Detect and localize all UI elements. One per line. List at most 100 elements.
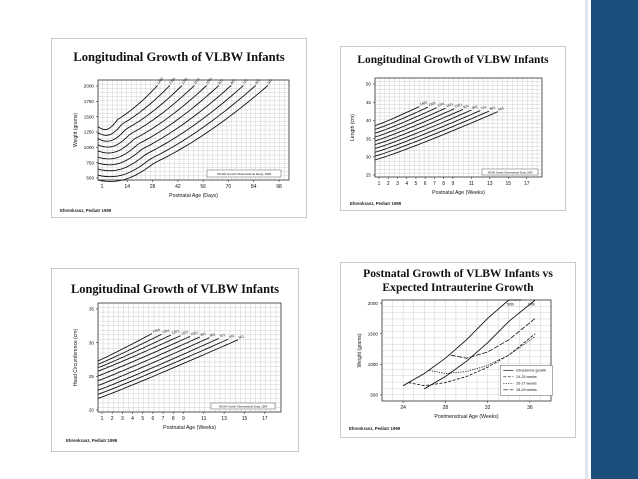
series-label: 601 [229, 334, 236, 339]
x-tick-label: 5 [415, 181, 418, 187]
series-label: 1101 [181, 330, 189, 336]
series-label: 1400 [152, 328, 160, 334]
x-tick-label: 28 [443, 405, 449, 411]
series-line [374, 110, 481, 153]
x-tick-label: 8 [172, 416, 175, 422]
x-tick-label: 4 [405, 181, 408, 187]
series-line [97, 339, 239, 399]
percentile-label: 10th [528, 303, 535, 307]
series-line [97, 85, 158, 130]
series-line [424, 299, 536, 390]
percentile-label: 50th [507, 303, 514, 307]
series-line [97, 85, 183, 142]
chart-plot: 1 14 28 42 56 70 84 98 500 750 1000 1250 1500 1750 200… [73, 77, 290, 199]
chart-title: Longitudinal Growth of VLBW Infants [71, 282, 279, 296]
series-label: 1101 [193, 77, 201, 85]
series-label: 501 [238, 334, 245, 339]
x-tick-label: 32 [485, 405, 491, 411]
series-line [97, 85, 232, 166]
series-label: 701 [242, 78, 249, 85]
x-tick-label: 5 [141, 416, 144, 422]
series-line [374, 109, 472, 149]
series-line [97, 334, 172, 369]
chart-source: Ehrenkranz, Pediatr 1999 [350, 201, 402, 206]
x-tick-label: 56 [200, 184, 206, 190]
chart-postnatal-vs-intrauterine: Postnatal Growth of VLBW Infants vs Expe… [340, 262, 576, 438]
chart-title-line-1: Postnatal Growth of VLBW Infants vs [363, 267, 553, 280]
series-label: 801 [472, 104, 479, 110]
x-axis-label: Postnatal Age (Days) [169, 193, 218, 199]
legend-box-text: NICHD Growth Observational Study, 1999 [219, 404, 268, 408]
series-line [408, 333, 536, 387]
x-tick-label: 9 [451, 181, 454, 187]
slide-accent-edge [585, 0, 588, 479]
slide-accent-bar [591, 0, 638, 479]
series-line [450, 318, 536, 359]
y-tick-label: 25 [89, 374, 95, 379]
legend-entry: 26-27 weeks [516, 381, 537, 385]
chart-source: Ehrenkranz, Pediatr 1999 [60, 208, 112, 213]
x-tick-label: 11 [469, 181, 474, 187]
x-tick-label: 9 [182, 416, 185, 422]
y-axis-label: Weight (grams) [73, 113, 79, 147]
series-line [97, 85, 171, 136]
series-label: 1400 [156, 77, 164, 85]
y-tick-label: 500 [370, 393, 378, 398]
x-axis-label: Postnatal Age (Weeks) [163, 425, 216, 431]
chart-weight-days: Longitudinal Growth of VLBW Infants 1 14 2… [51, 38, 307, 218]
y-tick-label: 500 [86, 176, 94, 181]
series-line [374, 110, 490, 157]
x-tick-label: 28 [150, 184, 156, 190]
series-line [97, 85, 244, 172]
x-tick-label: 1 [378, 181, 381, 187]
series-label: 1001 [190, 331, 198, 337]
chart-source: Ehrenkranz, Pediatr 1999 [66, 438, 118, 443]
x-tick-label: 3 [396, 181, 399, 187]
chart-title: Longitudinal Growth of VLBW Infants [73, 50, 285, 64]
series-line [374, 108, 455, 142]
y-tick-label: 25 [366, 173, 372, 178]
series-line [97, 335, 191, 377]
series-line [97, 337, 219, 391]
y-axis-label: Head Circumference (cm) [73, 329, 79, 387]
x-tick-label: 2 [111, 416, 114, 422]
series-line [374, 108, 464, 146]
series-line [97, 336, 200, 382]
series-label: 501 [498, 106, 505, 112]
series-label: 1301 [162, 328, 170, 334]
y-tick-label: 1250 [84, 130, 95, 135]
x-tick-label: 17 [262, 416, 268, 422]
series-line [97, 338, 229, 395]
series-label: 901 [200, 332, 207, 337]
y-tick-label: 30 [89, 340, 95, 345]
y-tick-label: 45 [366, 100, 372, 105]
plot-frame [374, 77, 543, 178]
series-line [97, 85, 220, 160]
y-tick-label: 2000 [368, 301, 379, 306]
y-tick-label: 750 [86, 160, 94, 165]
series-label: 801 [230, 78, 237, 85]
chart-title-line-2: Expected Intrauterine Growth [382, 281, 534, 294]
series-label: 1101 [445, 102, 453, 108]
legend-box [210, 402, 276, 410]
legend-box [481, 168, 539, 176]
x-tick-label: 6 [151, 416, 154, 422]
series-label: 901 [463, 104, 470, 110]
y-tick-label: 1000 [84, 145, 95, 150]
chart-plot: 1 2 3 4 5 6 7 8 9 11 13 15 17 20 25 30 35 Postnatal Age (… [73, 302, 282, 431]
x-tick-label: 8 [442, 181, 445, 187]
x-tick-label: 42 [175, 184, 181, 190]
series-line [374, 106, 420, 127]
series-label: 1201 [437, 101, 446, 107]
y-tick-label: 1000 [368, 362, 379, 367]
legend-entry: 24-25 weeks [516, 375, 537, 379]
legend-entry: 28-29 weeks [516, 388, 537, 392]
series-line [97, 333, 162, 365]
x-tick-label: 13 [487, 181, 493, 187]
series-label: 1001 [454, 103, 463, 109]
x-tick-label: 2 [387, 181, 390, 187]
y-tick-label: 40 [366, 118, 372, 123]
x-tick-label: 17 [524, 181, 530, 187]
legend-box-text: NICHD Growth Observational Study, 1999 [217, 172, 271, 176]
